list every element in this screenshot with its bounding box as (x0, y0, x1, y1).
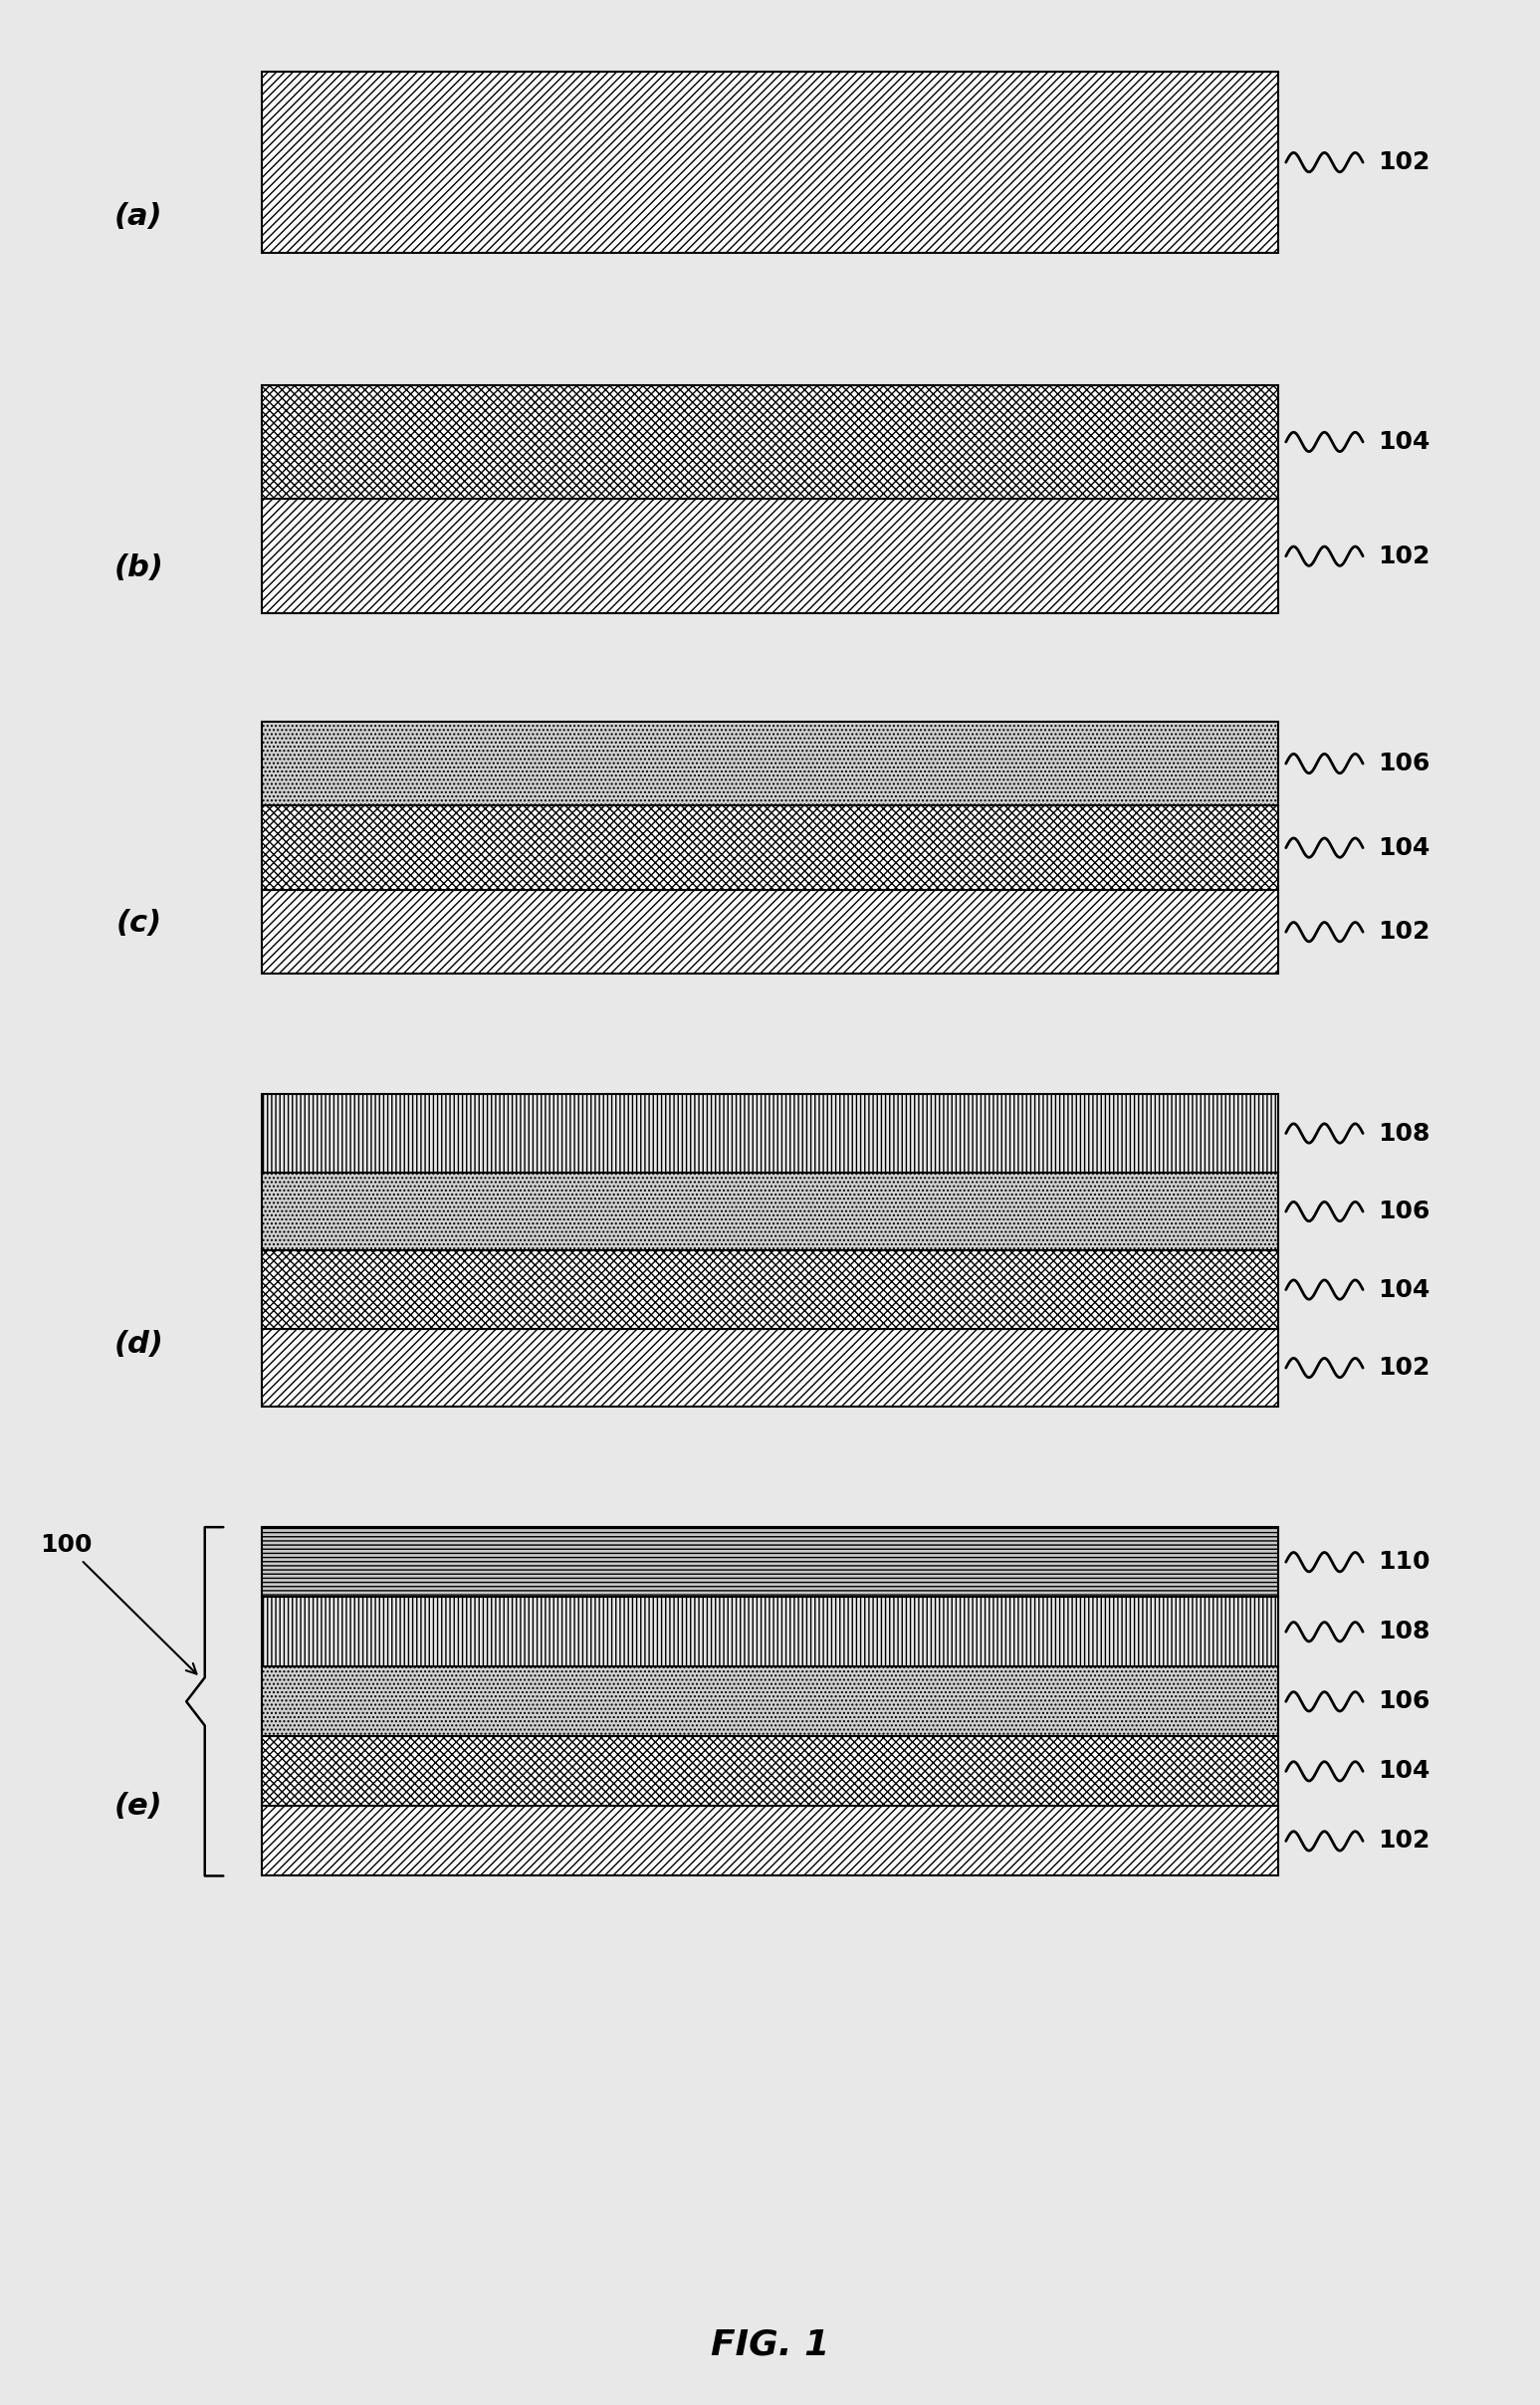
FancyBboxPatch shape (262, 722, 1278, 806)
Text: 106: 106 (1378, 753, 1431, 774)
FancyBboxPatch shape (262, 1174, 1278, 1251)
Text: (e): (e) (114, 1792, 163, 1821)
Text: 102: 102 (1378, 1356, 1431, 1380)
Text: 108: 108 (1378, 1621, 1431, 1643)
FancyBboxPatch shape (262, 385, 1278, 500)
FancyBboxPatch shape (262, 890, 1278, 974)
Text: (c): (c) (116, 909, 162, 938)
FancyBboxPatch shape (262, 1806, 1278, 1876)
Text: FIG. 1: FIG. 1 (710, 2328, 830, 2362)
Text: (d): (d) (114, 1330, 163, 1359)
FancyBboxPatch shape (262, 806, 1278, 890)
Text: 110: 110 (1378, 1551, 1431, 1573)
FancyBboxPatch shape (262, 1667, 1278, 1736)
Text: (b): (b) (114, 553, 163, 582)
FancyBboxPatch shape (262, 1328, 1278, 1407)
FancyBboxPatch shape (262, 500, 1278, 613)
Text: 104: 104 (1378, 837, 1431, 859)
Text: 104: 104 (1378, 1277, 1431, 1301)
Text: 104: 104 (1378, 430, 1431, 455)
Text: 108: 108 (1378, 1121, 1431, 1145)
Text: 100: 100 (40, 1534, 197, 1674)
FancyBboxPatch shape (262, 72, 1278, 253)
Text: 106: 106 (1378, 1200, 1431, 1224)
Text: (a): (a) (114, 202, 163, 231)
Text: 102: 102 (1378, 921, 1431, 943)
Text: 104: 104 (1378, 1760, 1431, 1782)
FancyBboxPatch shape (262, 1597, 1278, 1667)
Text: 102: 102 (1378, 1830, 1431, 1852)
FancyBboxPatch shape (262, 1736, 1278, 1806)
Text: 106: 106 (1378, 1691, 1431, 1712)
Text: 102: 102 (1378, 152, 1431, 173)
FancyBboxPatch shape (262, 1527, 1278, 1597)
FancyBboxPatch shape (262, 1251, 1278, 1328)
FancyBboxPatch shape (262, 1094, 1278, 1174)
Text: 102: 102 (1378, 544, 1431, 568)
